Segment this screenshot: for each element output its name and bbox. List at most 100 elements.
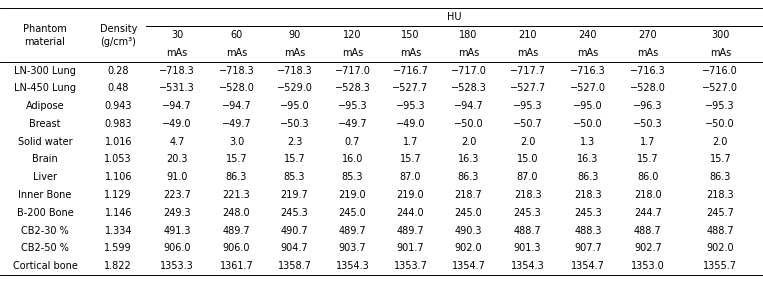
Text: 245.0: 245.0 — [455, 208, 482, 218]
Text: 0.943: 0.943 — [105, 101, 132, 111]
Text: 15.0: 15.0 — [517, 155, 539, 164]
Text: 2.0: 2.0 — [520, 137, 536, 147]
Text: 1.016: 1.016 — [105, 137, 132, 147]
Text: CB2-50 %: CB2-50 % — [21, 243, 69, 253]
Text: 16.3: 16.3 — [458, 155, 479, 164]
Text: −527.0: −527.0 — [570, 83, 606, 93]
Text: mAs: mAs — [342, 48, 363, 58]
Text: −528.0: −528.0 — [218, 83, 255, 93]
Text: 1355.7: 1355.7 — [703, 261, 737, 271]
Text: 218.3: 218.3 — [707, 190, 734, 200]
Text: 219.0: 219.0 — [397, 190, 424, 200]
Text: 218.3: 218.3 — [513, 190, 542, 200]
Text: −527.0: −527.0 — [702, 83, 739, 93]
Text: mAs: mAs — [710, 48, 731, 58]
Text: −94.7: −94.7 — [454, 101, 483, 111]
Text: −49.7: −49.7 — [338, 119, 367, 129]
Text: 904.7: 904.7 — [281, 243, 308, 253]
Text: LN-450 Lung: LN-450 Lung — [14, 83, 76, 93]
Text: 2.3: 2.3 — [287, 137, 302, 147]
Text: 488.7: 488.7 — [634, 226, 662, 235]
Text: 1354.7: 1354.7 — [452, 261, 485, 271]
Text: Breast: Breast — [29, 119, 61, 129]
Text: −716.7: −716.7 — [392, 66, 429, 76]
Text: −531.3: −531.3 — [159, 83, 195, 93]
Text: 490.3: 490.3 — [455, 226, 482, 235]
Text: −50.0: −50.0 — [706, 119, 735, 129]
Text: 1.599: 1.599 — [105, 243, 132, 253]
Text: 86.3: 86.3 — [226, 172, 247, 182]
Text: mAs: mAs — [226, 48, 247, 58]
Text: 150: 150 — [401, 30, 420, 40]
Text: −528.3: −528.3 — [334, 83, 371, 93]
Text: 16.3: 16.3 — [577, 155, 599, 164]
Text: 1353.0: 1353.0 — [631, 261, 665, 271]
Text: −49.0: −49.0 — [163, 119, 192, 129]
Text: −50.3: −50.3 — [633, 119, 662, 129]
Text: mAs: mAs — [578, 48, 598, 58]
Text: 907.7: 907.7 — [574, 243, 602, 253]
Text: 906.0: 906.0 — [223, 243, 250, 253]
Text: 15.7: 15.7 — [284, 155, 305, 164]
Text: −717.0: −717.0 — [450, 66, 487, 76]
Text: 86.0: 86.0 — [637, 172, 658, 182]
Text: −94.7: −94.7 — [163, 101, 192, 111]
Text: 3.0: 3.0 — [229, 137, 244, 147]
Text: −49.0: −49.0 — [396, 119, 425, 129]
Text: 902.7: 902.7 — [634, 243, 662, 253]
Text: 221.3: 221.3 — [223, 190, 250, 200]
Text: 901.7: 901.7 — [397, 243, 424, 253]
Text: 489.7: 489.7 — [223, 226, 250, 235]
Text: 1353.3: 1353.3 — [160, 261, 194, 271]
Text: 16.0: 16.0 — [342, 155, 363, 164]
Text: 86.3: 86.3 — [577, 172, 599, 182]
Text: 0.48: 0.48 — [108, 83, 129, 93]
Text: −527.7: −527.7 — [392, 83, 429, 93]
Text: mAs: mAs — [517, 48, 538, 58]
Text: 490.7: 490.7 — [281, 226, 308, 235]
Text: 85.3: 85.3 — [284, 172, 305, 182]
Text: 218.3: 218.3 — [574, 190, 602, 200]
Text: 245.3: 245.3 — [281, 208, 308, 218]
Text: 488.7: 488.7 — [707, 226, 734, 235]
Text: 1358.7: 1358.7 — [278, 261, 311, 271]
Text: 489.7: 489.7 — [397, 226, 424, 235]
Text: −50.0: −50.0 — [573, 119, 603, 129]
Text: −95.3: −95.3 — [396, 101, 425, 111]
Text: LN-300 Lung: LN-300 Lung — [14, 66, 76, 76]
Text: −528.3: −528.3 — [450, 83, 487, 93]
Text: 219.0: 219.0 — [339, 190, 366, 200]
Text: 489.7: 489.7 — [339, 226, 366, 235]
Text: 245.3: 245.3 — [574, 208, 602, 218]
Text: Adipose: Adipose — [26, 101, 64, 111]
Text: −718.3: −718.3 — [277, 66, 312, 76]
Text: 1.822: 1.822 — [105, 261, 132, 271]
Text: −716.0: −716.0 — [703, 66, 738, 76]
Text: 0.7: 0.7 — [345, 137, 360, 147]
Text: 60: 60 — [230, 30, 243, 40]
Text: −95.0: −95.0 — [280, 101, 309, 111]
Text: 1.7: 1.7 — [640, 137, 655, 147]
Text: −50.7: −50.7 — [513, 119, 542, 129]
Text: 86.3: 86.3 — [710, 172, 731, 182]
Text: 218.7: 218.7 — [455, 190, 482, 200]
Text: 249.3: 249.3 — [163, 208, 191, 218]
Text: 903.7: 903.7 — [339, 243, 366, 253]
Text: −96.3: −96.3 — [633, 101, 662, 111]
Text: Density
(g/cm³): Density (g/cm³) — [100, 23, 137, 47]
Text: −716.3: −716.3 — [630, 66, 665, 76]
Text: 4.7: 4.7 — [169, 137, 185, 147]
Text: 180: 180 — [459, 30, 478, 40]
Text: 248.0: 248.0 — [223, 208, 250, 218]
Text: 86.3: 86.3 — [458, 172, 479, 182]
Text: −50.0: −50.0 — [454, 119, 483, 129]
Text: 1354.3: 1354.3 — [510, 261, 545, 271]
Text: −718.3: −718.3 — [219, 66, 254, 76]
Text: 2.0: 2.0 — [713, 137, 728, 147]
Text: 15.7: 15.7 — [226, 155, 247, 164]
Text: 120: 120 — [343, 30, 362, 40]
Text: 491.3: 491.3 — [163, 226, 191, 235]
Text: −50.3: −50.3 — [280, 119, 309, 129]
Text: 218.0: 218.0 — [634, 190, 662, 200]
Text: 488.3: 488.3 — [574, 226, 602, 235]
